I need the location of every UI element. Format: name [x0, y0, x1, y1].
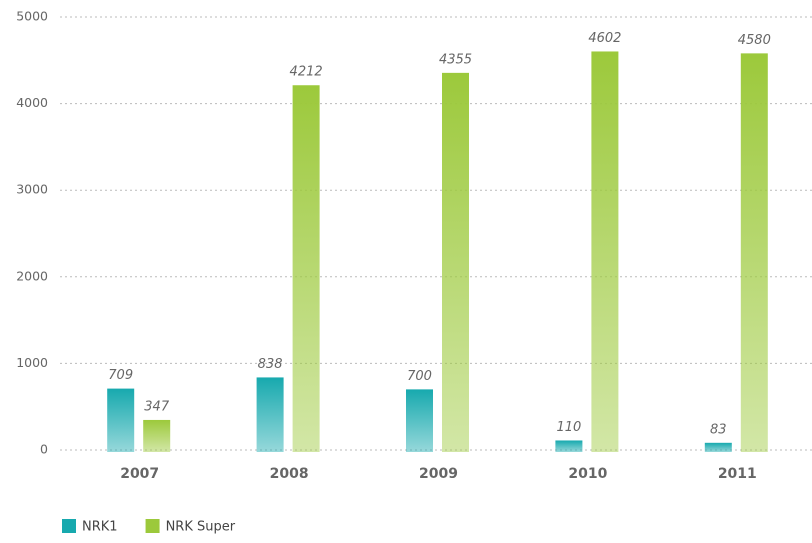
value-label: 838 [258, 357, 283, 372]
value-label: 110 [556, 420, 581, 435]
x-tick-label: 2010 [568, 466, 607, 482]
legend-label: NRK1 [82, 520, 118, 535]
legend-swatch [145, 519, 160, 533]
legend-label: NRK Super [166, 520, 236, 535]
y-tick-label: 2000 [16, 268, 48, 283]
y-tick-label: 0 [40, 442, 48, 457]
x-tick-label: 2007 [120, 466, 159, 482]
y-tick-label: 1000 [16, 355, 48, 370]
bar [292, 85, 320, 453]
x-tick-label: 2011 [718, 466, 757, 482]
bar [555, 440, 583, 452]
value-label: 83 [710, 422, 727, 437]
y-tick-label: 5000 [16, 9, 48, 24]
y-tick-label: 3000 [16, 182, 48, 197]
x-tick-label: 2009 [419, 466, 458, 482]
bar [442, 72, 469, 453]
bar [591, 51, 619, 453]
legend-swatch [62, 519, 76, 533]
bar [704, 442, 732, 452]
value-label: 4602 [588, 31, 621, 46]
value-label: 347 [144, 399, 170, 414]
value-label: 700 [407, 369, 432, 384]
bar [740, 53, 768, 452]
value-label: 709 [108, 368, 133, 383]
y-tick-label: 4000 [16, 95, 48, 110]
bar [143, 419, 171, 452]
value-label: 4212 [290, 65, 323, 80]
x-tick-label: 2008 [270, 466, 309, 482]
value-label: 4355 [439, 52, 472, 67]
bar [406, 389, 433, 452]
bar [107, 388, 135, 452]
bar [256, 377, 284, 452]
value-label: 4580 [738, 33, 771, 48]
